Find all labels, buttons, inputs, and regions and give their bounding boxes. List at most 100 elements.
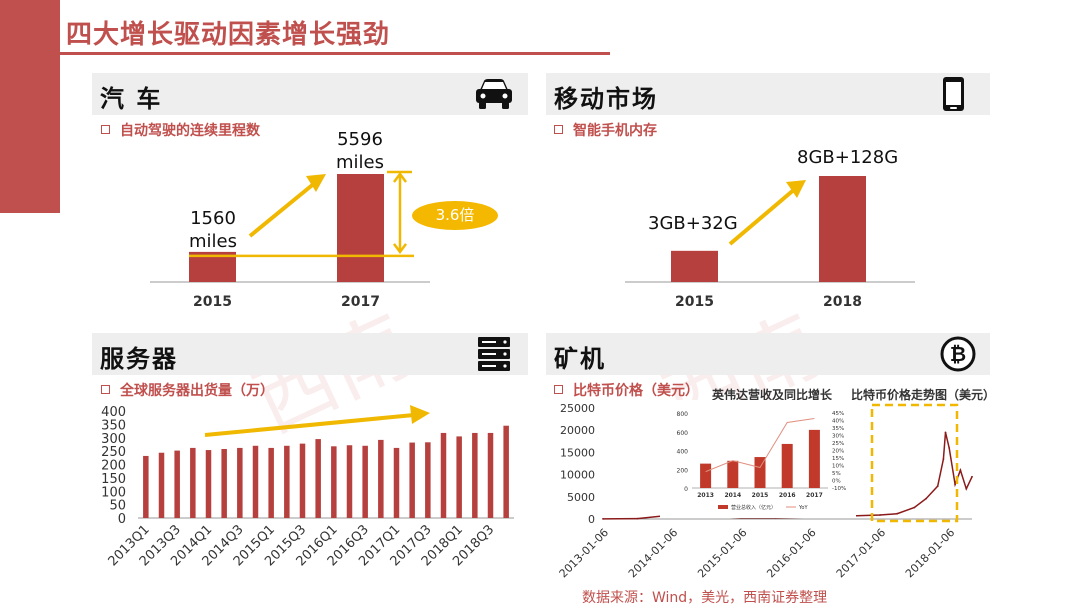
server-bar bbox=[440, 432, 447, 518]
btc-y-tick: 20000 bbox=[560, 424, 595, 437]
btc-price-point bbox=[965, 487, 968, 490]
nvidia-y2-tick: 0% bbox=[832, 479, 841, 485]
nvidia-y2-tick: 25% bbox=[832, 441, 844, 447]
server-bar bbox=[456, 436, 462, 518]
btc-y-tick: 25000 bbox=[560, 402, 595, 415]
server-y-tick: 0 bbox=[118, 512, 126, 527]
btc-price-point bbox=[942, 458, 945, 460]
nvidia-y2-tick: 20% bbox=[832, 449, 844, 455]
nvidia-revenue-bar bbox=[700, 463, 712, 488]
mobile-panel-header: 移动市场 bbox=[546, 73, 990, 115]
nvidia-y-tick: 600 bbox=[677, 430, 689, 437]
nvidia-y2-tick: 10% bbox=[832, 464, 844, 470]
nvidia-y2-tick: 15% bbox=[832, 456, 844, 462]
server-bar bbox=[143, 455, 149, 518]
miner-bullet-text: 比特币价格（美元） bbox=[573, 383, 699, 399]
car-panel-title: 汽 车 bbox=[100, 85, 163, 113]
nvidia-x-tick: 2014 bbox=[724, 492, 741, 499]
car-multiplier-text: 3.6倍 bbox=[435, 206, 475, 224]
nvidia-y2-tick: 35% bbox=[832, 426, 844, 432]
car-bullet: 自动驾驶的连续里程数 bbox=[101, 120, 260, 140]
nvidia-revenue-bar bbox=[781, 443, 793, 488]
mobile-growth-arrowhead bbox=[786, 180, 806, 198]
nvidia-legend-label: YoY bbox=[798, 505, 808, 511]
server-bar bbox=[174, 450, 180, 518]
btc-price-point bbox=[602, 518, 604, 520]
server-bar bbox=[237, 447, 243, 518]
svg-text:₿: ₿ bbox=[950, 342, 966, 366]
server-bar bbox=[362, 445, 368, 518]
server-y-tick: 150 bbox=[101, 472, 126, 487]
mobile-x-tick: 2015 bbox=[675, 294, 714, 310]
source-note: 数据来源：Wind，美光，西南证券整理 bbox=[582, 590, 828, 606]
car-label-2015: 1560 miles bbox=[180, 207, 246, 253]
btc-price-point bbox=[925, 497, 927, 500]
miner-bullet: 比特币价格（美元） bbox=[554, 380, 699, 400]
server-bar bbox=[205, 450, 212, 518]
nvidia-y2-tick: 5% bbox=[832, 471, 841, 477]
car-unit-2015: miles bbox=[189, 231, 237, 252]
nvidia-x-tick: 2017 bbox=[806, 492, 823, 499]
server-y-tick: 50 bbox=[109, 499, 126, 514]
mobile-x-tick: 2018 bbox=[823, 294, 862, 310]
server-bar bbox=[425, 442, 431, 518]
nvidia-y-tick: 800 bbox=[677, 411, 689, 418]
mobile-label-2015: 3GB+32G bbox=[648, 213, 738, 234]
server-y-tick: 200 bbox=[101, 459, 126, 474]
car-value-2017: 5596 bbox=[337, 129, 383, 150]
car-growth-arrowhead bbox=[306, 174, 326, 192]
btc-x-tick: 2014-01-06 bbox=[626, 526, 680, 580]
server-bar bbox=[158, 452, 165, 518]
mobile-label-2018: 8GB+128G bbox=[797, 147, 899, 168]
car-growth-arrow bbox=[248, 180, 318, 238]
nvidia-y2-tick: 40% bbox=[832, 419, 844, 425]
nvidia-y-tick: 200 bbox=[677, 467, 689, 474]
car-panel-header: 汽 车 bbox=[92, 73, 528, 115]
server-bar bbox=[487, 432, 494, 518]
mobile-panel-title: 移动市场 bbox=[554, 85, 658, 113]
btc-price-point bbox=[913, 506, 916, 509]
server-y-tick: 250 bbox=[101, 445, 126, 460]
btc-y-tick: 0 bbox=[588, 513, 595, 526]
car-label-2017: 5596 miles bbox=[327, 128, 393, 174]
server-icon bbox=[478, 337, 510, 371]
btc-price-point bbox=[948, 447, 951, 449]
server-bar bbox=[409, 442, 415, 518]
page-title: 四大增长驱动因素增长强劲 bbox=[66, 20, 391, 50]
server-bar bbox=[503, 425, 509, 518]
car-icon bbox=[476, 79, 512, 109]
server-panel-title: 服务器 bbox=[100, 345, 178, 373]
btc-price-point bbox=[636, 517, 639, 520]
smartphone-icon bbox=[943, 77, 964, 111]
nvidia-yoy-line bbox=[705, 418, 815, 473]
car-value-2015: 1560 bbox=[190, 208, 236, 229]
server-bar bbox=[252, 445, 259, 518]
bitcoin-trend-title: 比特币价格走势图（美元） bbox=[851, 388, 996, 402]
nvidia-y2-tick: 30% bbox=[832, 434, 844, 440]
nvidia-legend-label: 营业总收入（亿元） bbox=[731, 504, 776, 511]
server-bar bbox=[393, 447, 400, 518]
server-bar bbox=[221, 448, 227, 518]
btc-price-point bbox=[971, 475, 973, 478]
car-bullet-text: 自动驾驶的连续里程数 bbox=[120, 123, 260, 139]
car-unit-2017: miles bbox=[336, 152, 384, 173]
accent-block bbox=[0, 0, 60, 213]
server-bar bbox=[284, 445, 290, 518]
car-x-tick: 2015 bbox=[193, 294, 232, 310]
nvidia-y-tick: 400 bbox=[677, 449, 689, 456]
server-y-tick: 100 bbox=[101, 485, 126, 500]
mobile-bar bbox=[819, 176, 866, 282]
car-span-arrowhead bbox=[393, 243, 407, 254]
nvidia-revenue-bar bbox=[808, 429, 820, 488]
btc-price-point bbox=[959, 469, 962, 472]
server-bullet-text: 全球服务器出货量（万） bbox=[120, 383, 274, 399]
mobile-growth-arrow bbox=[728, 186, 798, 246]
miner-panel-header: 矿机 ₿ bbox=[546, 333, 990, 375]
server-bar bbox=[346, 445, 353, 518]
bitcoin-icon: ₿ bbox=[940, 336, 976, 372]
btc-price-point bbox=[954, 483, 956, 486]
nvidia-x-tick: 2016 bbox=[779, 492, 796, 499]
server-bar bbox=[472, 432, 478, 518]
